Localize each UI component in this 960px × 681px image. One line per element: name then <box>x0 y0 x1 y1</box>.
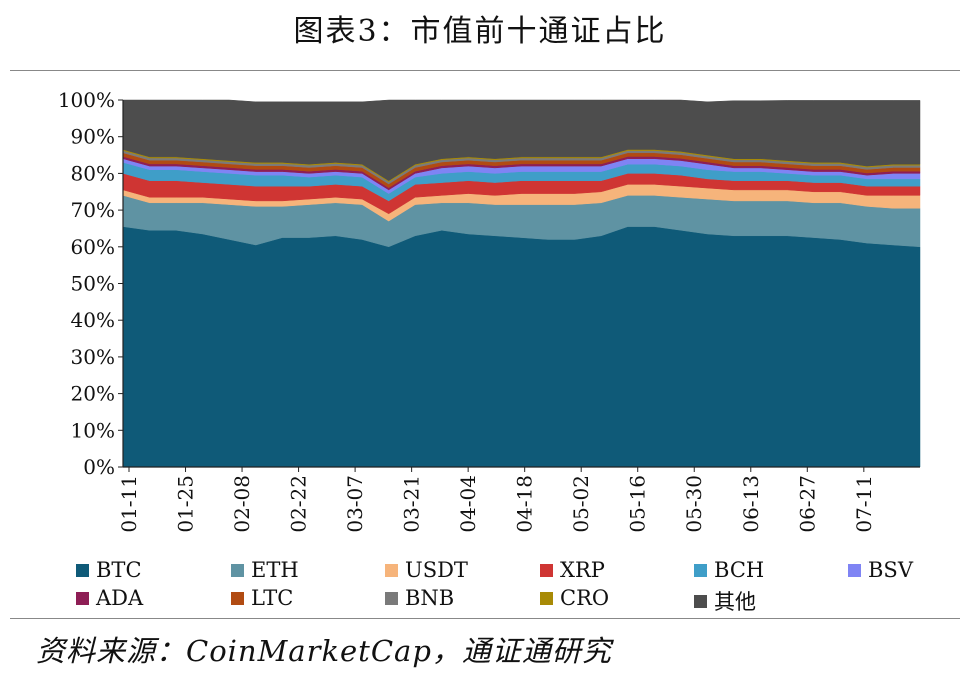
y-tick-label: 100% <box>58 88 115 112</box>
chart-title: 图表3：市值前十通证占比 <box>293 14 667 49</box>
legend-item: XRP <box>540 558 605 582</box>
legend-label: LTC <box>251 586 294 610</box>
y-tick-label: 50% <box>71 272 115 296</box>
legend-swatch <box>76 591 89 605</box>
legend-swatch <box>694 594 707 608</box>
x-tick-label: 05-30 <box>682 475 706 533</box>
legend-swatch <box>385 591 398 605</box>
source-note: 资料来源：CoinMarketCap，通证通研究 <box>36 634 612 668</box>
top-divider <box>10 70 960 71</box>
legend-swatch <box>540 563 553 577</box>
x-tick-label: 02-22 <box>287 475 311 533</box>
area-series-0 <box>122 226 921 468</box>
stacked-areas <box>122 99 921 468</box>
legend-item: BNB <box>385 586 454 610</box>
x-tick-label: 06-13 <box>739 475 763 533</box>
legend-item: BCH <box>694 558 764 582</box>
x-tick-label: 07-11 <box>852 475 876 533</box>
legend-label: ETH <box>251 558 299 582</box>
legend-label: BCH <box>714 558 765 582</box>
legend: BTC ETH USDT XRP BCH BSV ADA LTC BNB CRO 其他 <box>0 558 960 618</box>
y-tick-label: 80% <box>71 161 115 185</box>
legend-label: BTC <box>96 558 142 582</box>
y-tick-label: 60% <box>71 235 115 259</box>
legend-item: BSV <box>848 558 913 582</box>
area-series-10 <box>122 99 921 181</box>
legend-swatch <box>540 591 553 605</box>
legend-label: XRP <box>560 558 605 582</box>
legend-swatch <box>385 563 398 577</box>
x-tick-label: 03-07 <box>343 475 367 533</box>
legend-item: BTC <box>76 558 142 582</box>
y-tick-label: 0% <box>83 455 115 479</box>
legend-item: LTC <box>231 586 293 610</box>
x-tick-label: 01-25 <box>174 475 198 533</box>
legend-swatch <box>231 563 244 577</box>
legend-label: USDT <box>405 558 468 582</box>
legend-label: CRO <box>560 586 610 610</box>
legend-swatch <box>848 563 861 577</box>
legend-item: 其他 <box>694 586 756 616</box>
x-tick-label: 01-11 <box>117 475 141 533</box>
y-tick-label: 30% <box>71 345 115 369</box>
y-tick-label: 10% <box>71 418 115 442</box>
y-tick-label: 90% <box>71 125 115 149</box>
legend-item: USDT <box>385 558 468 582</box>
x-tick-label: 04-04 <box>456 475 480 533</box>
legend-item: ETH <box>231 558 299 582</box>
y-tick-label: 40% <box>71 308 115 332</box>
bottom-divider <box>10 618 960 619</box>
legend-label: BNB <box>405 586 455 610</box>
x-tick-label: 02-08 <box>230 475 254 533</box>
y-tick-label: 20% <box>71 382 115 406</box>
legend-label: ADA <box>96 586 144 610</box>
legend-label: 其他 <box>714 590 756 614</box>
x-tick-label: 04-18 <box>513 475 537 533</box>
legend-item: CRO <box>540 586 609 610</box>
legend-swatch <box>231 591 244 605</box>
x-tick-label: 05-16 <box>626 475 650 533</box>
y-tick-label: 70% <box>71 198 115 222</box>
chart-area: 0% 10% 20% 30% 40% 50% 60% 70% 80% 90% 100% 01-11 01… <box>58 88 921 533</box>
legend-item: ADA <box>76 586 143 610</box>
axes: 0% 10% 20% 30% 40% 50% 60% 70% 80% 90% 100% 01-11 01… <box>58 88 920 533</box>
x-tick-label: 06-27 <box>795 475 819 533</box>
x-tick-label: 05-02 <box>569 475 593 533</box>
legend-swatch <box>76 563 89 577</box>
legend-label: BSV <box>868 558 913 582</box>
x-tick-label: 03-21 <box>400 475 424 533</box>
legend-swatch <box>694 563 707 577</box>
